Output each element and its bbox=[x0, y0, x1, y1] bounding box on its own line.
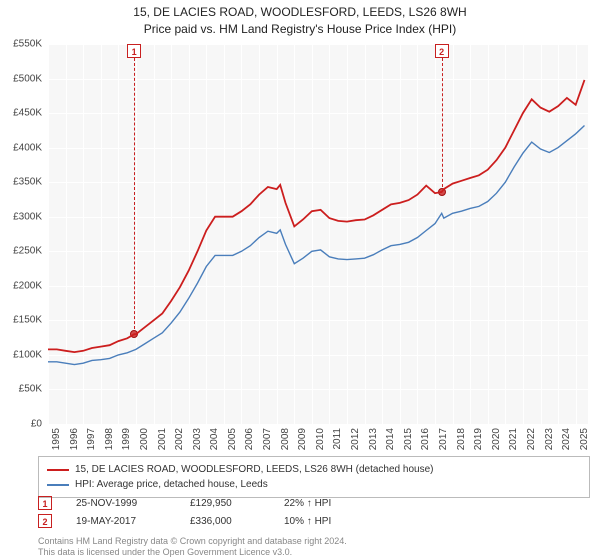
sale-price: £336,000 bbox=[190, 516, 260, 527]
y-tick-label: £350K bbox=[13, 177, 42, 188]
sales-block: 1 25-NOV-1999 £129,950 22% ↑ HPI 2 19-MAY-201… bbox=[38, 496, 590, 532]
x-tick-label: 1995 bbox=[51, 428, 62, 450]
x-tick-label: 2018 bbox=[456, 428, 467, 450]
chart-area: £0£50K£100K£150K£200K£250K£300K£350K£400… bbox=[48, 44, 588, 424]
x-tick-label: 2020 bbox=[491, 428, 502, 450]
x-tick-label: 2009 bbox=[297, 428, 308, 450]
legend-swatch bbox=[47, 469, 69, 471]
x-tick-label: 2014 bbox=[385, 428, 396, 450]
x-tick-label: 2005 bbox=[227, 428, 238, 450]
y-tick-label: £50K bbox=[19, 384, 42, 395]
x-tick-label: 2024 bbox=[561, 428, 572, 450]
y-gridline bbox=[48, 424, 588, 425]
x-tick-label: 2002 bbox=[174, 428, 185, 450]
attribution-line-1: Contains HM Land Registry data © Crown c… bbox=[38, 536, 590, 547]
series-property bbox=[48, 80, 585, 352]
legend-label: HPI: Average price, detached house, Leed… bbox=[75, 477, 268, 492]
sale-row-marker: 2 bbox=[38, 514, 52, 528]
x-tick-label: 2023 bbox=[544, 428, 555, 450]
y-tick-label: £200K bbox=[13, 280, 42, 291]
y-tick-label: £250K bbox=[13, 246, 42, 257]
x-tick-label: 2006 bbox=[244, 428, 255, 450]
x-tick-label: 1999 bbox=[121, 428, 132, 450]
y-tick-label: £100K bbox=[13, 349, 42, 360]
legend-row: HPI: Average price, detached house, Leed… bbox=[47, 477, 581, 492]
x-tick-label: 1998 bbox=[104, 428, 115, 450]
sale-pct: 22% ↑ HPI bbox=[284, 498, 374, 509]
x-tick-label: 2025 bbox=[579, 428, 590, 450]
legend-box: 15, DE LACIES ROAD, WOODLESFORD, LEEDS, … bbox=[38, 456, 590, 498]
x-tick-label: 2013 bbox=[368, 428, 379, 450]
x-tick-label: 2021 bbox=[508, 428, 519, 450]
x-tick-label: 2015 bbox=[403, 428, 414, 450]
series-hpi bbox=[48, 126, 585, 365]
x-tick-label: 2008 bbox=[280, 428, 291, 450]
y-tick-label: £450K bbox=[13, 108, 42, 119]
y-tick-label: £0 bbox=[31, 419, 42, 430]
sale-row: 2 19-MAY-2017 £336,000 10% ↑ HPI bbox=[38, 514, 590, 528]
y-tick-label: £500K bbox=[13, 73, 42, 84]
title-block: 15, DE LACIES ROAD, WOODLESFORD, LEEDS, … bbox=[0, 0, 600, 38]
page-container: 15, DE LACIES ROAD, WOODLESFORD, LEEDS, … bbox=[0, 0, 600, 560]
x-tick-label: 2000 bbox=[139, 428, 150, 450]
attribution: Contains HM Land Registry data © Crown c… bbox=[38, 536, 590, 558]
x-tick-label: 2011 bbox=[332, 428, 343, 450]
lines-svg bbox=[48, 44, 588, 424]
x-tick-label: 2012 bbox=[350, 428, 361, 450]
sale-price: £129,950 bbox=[190, 498, 260, 509]
x-tick-label: 2007 bbox=[262, 428, 273, 450]
legend-swatch bbox=[47, 484, 69, 486]
legend-label: 15, DE LACIES ROAD, WOODLESFORD, LEEDS, … bbox=[75, 462, 433, 477]
sale-row-marker: 1 bbox=[38, 496, 52, 510]
x-tick-label: 2003 bbox=[192, 428, 203, 450]
y-tick-label: £300K bbox=[13, 211, 42, 222]
x-tick-label: 2001 bbox=[157, 428, 168, 450]
x-tick-label: 2019 bbox=[473, 428, 484, 450]
sale-pct: 10% ↑ HPI bbox=[284, 516, 374, 527]
x-tick-label: 2004 bbox=[209, 428, 220, 450]
legend-row: 15, DE LACIES ROAD, WOODLESFORD, LEEDS, … bbox=[47, 462, 581, 477]
title-line-2: Price paid vs. HM Land Registry's House … bbox=[0, 21, 600, 38]
sale-row: 1 25-NOV-1999 £129,950 22% ↑ HPI bbox=[38, 496, 590, 510]
x-tick-label: 1996 bbox=[69, 428, 80, 450]
y-tick-label: £550K bbox=[13, 39, 42, 50]
x-tick-label: 2010 bbox=[315, 428, 326, 450]
y-tick-label: £400K bbox=[13, 142, 42, 153]
sale-date: 19-MAY-2017 bbox=[76, 516, 166, 527]
title-line-1: 15, DE LACIES ROAD, WOODLESFORD, LEEDS, … bbox=[0, 4, 600, 21]
x-tick-label: 2016 bbox=[420, 428, 431, 450]
sale-date: 25-NOV-1999 bbox=[76, 498, 166, 509]
x-tick-label: 1997 bbox=[86, 428, 97, 450]
x-tick-label: 2017 bbox=[438, 428, 449, 450]
y-tick-label: £150K bbox=[13, 315, 42, 326]
x-tick-label: 2022 bbox=[526, 428, 537, 450]
attribution-line-2: This data is licensed under the Open Gov… bbox=[38, 547, 590, 558]
